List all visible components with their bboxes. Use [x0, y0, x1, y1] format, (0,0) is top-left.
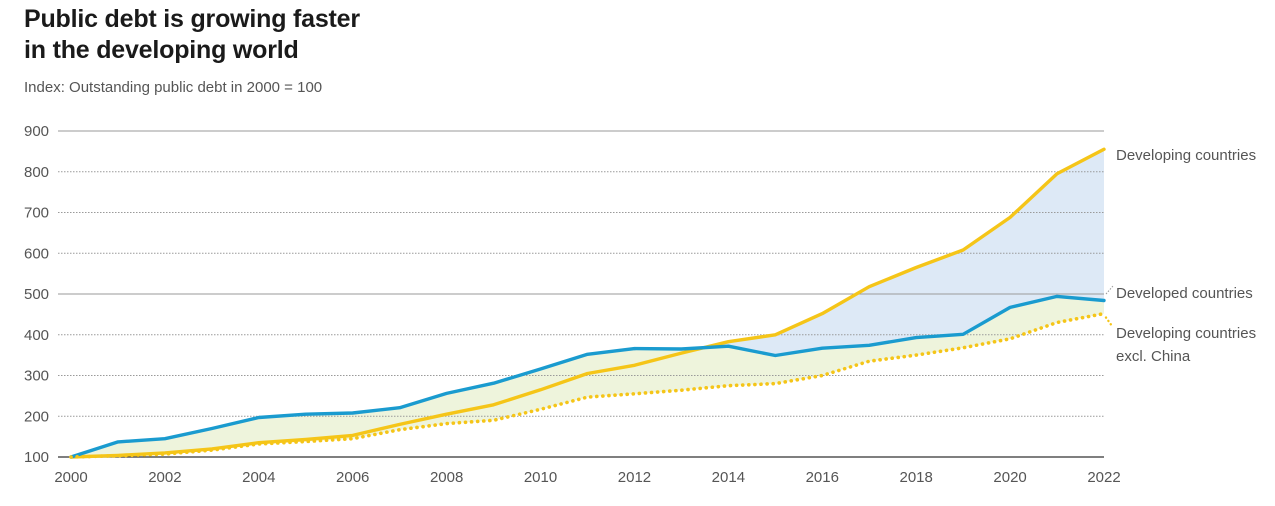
series-line-1	[69, 294, 1106, 459]
chart-title: Public debt is growing faster in the dev…	[24, 4, 360, 66]
label-developing-countries: Developing countries	[1116, 147, 1256, 164]
label-excl-china-line-1: Developing countries	[1116, 325, 1256, 342]
series-line-2	[69, 311, 1106, 459]
series-line-0	[69, 147, 1106, 459]
x-tick-label: 2020	[993, 469, 1026, 486]
gridlines	[58, 130, 1104, 458]
x-tick-label: 2008	[430, 469, 463, 486]
label-excl-china-line-2: excl. China	[1116, 348, 1191, 365]
y-axis-ticks: 100 200 300 400 500 600 700 800 900	[24, 123, 49, 466]
series-labels: Developing countries Developed countries D…	[1104, 147, 1256, 365]
y-tick-label: 800	[24, 164, 49, 181]
x-tick-label: 2006	[336, 469, 369, 486]
chart-title-line-1: Public debt is growing faster	[24, 5, 360, 33]
chart-subtitle: Index: Outstanding public debt in 2000 =…	[24, 79, 323, 96]
y-tick-label: 900	[24, 123, 49, 140]
x-tick-label: 2010	[524, 469, 557, 486]
y-tick-label: 100	[24, 449, 49, 466]
x-tick-label: 2016	[806, 469, 839, 486]
x-tick-label: 2004	[242, 469, 275, 486]
y-tick-label: 300	[24, 368, 49, 385]
area-developed-vs-excl-china	[71, 296, 1104, 457]
area-developing-vs-developed	[71, 149, 1104, 458]
y-tick-label: 600	[24, 245, 49, 262]
leader-excl-china	[1104, 316, 1114, 328]
x-tick-label: 2018	[899, 469, 932, 486]
x-axis-ticks: 2000 2002 2004 2006 2008 2010 2012 2014 2016 2018…	[54, 469, 1120, 486]
label-developed-countries: Developed countries	[1116, 285, 1253, 302]
gap-areas	[71, 149, 1104, 458]
series-lines	[69, 147, 1106, 459]
y-tick-label: 400	[24, 327, 49, 344]
y-tick-label: 700	[24, 205, 49, 222]
x-tick-label: 2000	[54, 469, 87, 486]
x-tick-label: 2012	[618, 469, 651, 486]
y-tick-label: 500	[24, 286, 49, 303]
x-tick-label: 2014	[712, 469, 745, 486]
chart-title-line-2: in the developing world	[24, 36, 299, 64]
y-tick-label: 200	[24, 408, 49, 425]
x-tick-label: 2022	[1087, 469, 1120, 486]
x-tick-label: 2002	[148, 469, 181, 486]
leader-developed	[1105, 285, 1114, 295]
